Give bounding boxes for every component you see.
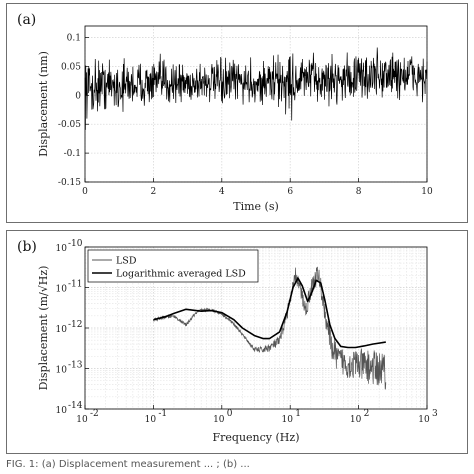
plot-frame	[84, 25, 428, 183]
y-tick-label: 10	[56, 244, 68, 254]
x-tick-label: 2	[151, 187, 157, 197]
legend-box	[87, 249, 259, 283]
y-tick-label: 0.05	[61, 62, 81, 72]
panel-a: (a) 0 2 4 6 8 10 -0.15 -0.1 -0.05 0 0.05 0.1 Time (s)…	[6, 3, 468, 223]
x-tick-label: 10	[418, 415, 430, 425]
y-tick-label: -0.1	[64, 149, 81, 159]
panel-label-b: (b)	[17, 239, 37, 255]
x-tick-exponent: 2	[364, 409, 370, 419]
legend-label: Logarithmic averaged LSD	[116, 269, 246, 280]
x-tick-label: 10	[421, 187, 433, 197]
y-tick-label: 0	[75, 91, 81, 101]
averaged-lsd-line	[153, 277, 386, 349]
x-tick-label: 10	[145, 415, 157, 425]
x-axis-label: Frequency (Hz)	[213, 431, 300, 444]
time-domain-chart: (a) 0 2 4 6 8 10 -0.15 -0.1 -0.05 0 0.05 0.1 Time (s)…	[17, 12, 433, 213]
x-tick-exponent: -2	[90, 409, 99, 419]
y-tick-label: 10	[56, 325, 68, 335]
y-tick-exponent: -12	[68, 320, 83, 330]
y-tick-label: 10	[56, 406, 68, 416]
x-tick-label: 6	[287, 187, 293, 197]
displacement-trace	[84, 47, 428, 130]
x-tick-label: 10	[281, 415, 293, 425]
x-tick-label: 4	[219, 187, 225, 197]
figure-caption: FIG. 1: (a) Displacement measurement ...…	[6, 459, 250, 470]
x-tick-label: 10	[213, 415, 225, 425]
panel-b: (b) 10 -2 10 -1 10 0 10 1 10 2 10 3 10 -14 10 -13 10 -12 10…	[6, 230, 468, 454]
x-tick-exponent: 0	[227, 409, 233, 419]
y-tick-label: 0.1	[67, 34, 81, 44]
y-tick-exponent: -14	[68, 401, 83, 411]
x-tick-label: 0	[82, 187, 88, 197]
y-axis-label: Displacement (nm)	[37, 51, 50, 157]
y-tick-label: -0.05	[58, 120, 81, 130]
y-tick-exponent: -11	[68, 280, 83, 290]
x-axis-label: Time (s)	[233, 200, 279, 213]
x-tick-label: 10	[350, 415, 362, 425]
y-tick-exponent: -13	[68, 361, 83, 371]
y-tick-label: 10	[56, 366, 68, 376]
legend-label: LSD	[116, 256, 137, 267]
x-tick-exponent: 3	[432, 409, 438, 419]
spectral-density-chart: (b)10-210-110010110210310-1410-1310-1210…	[17, 239, 438, 444]
lsd-trace	[153, 266, 387, 390]
y-axis-label: Displacement (m/√Hz)	[37, 266, 50, 391]
y-tick-exponent: -10	[68, 239, 83, 249]
x-tick-label: 8	[356, 187, 362, 197]
x-tick-label: 10	[76, 415, 88, 425]
y-tick-label: 10	[56, 285, 68, 295]
x-tick-exponent: 1	[295, 409, 301, 419]
panel-label-a: (a)	[17, 12, 36, 28]
y-tick-label: -0.15	[58, 178, 81, 188]
x-tick-exponent: -1	[158, 409, 167, 419]
